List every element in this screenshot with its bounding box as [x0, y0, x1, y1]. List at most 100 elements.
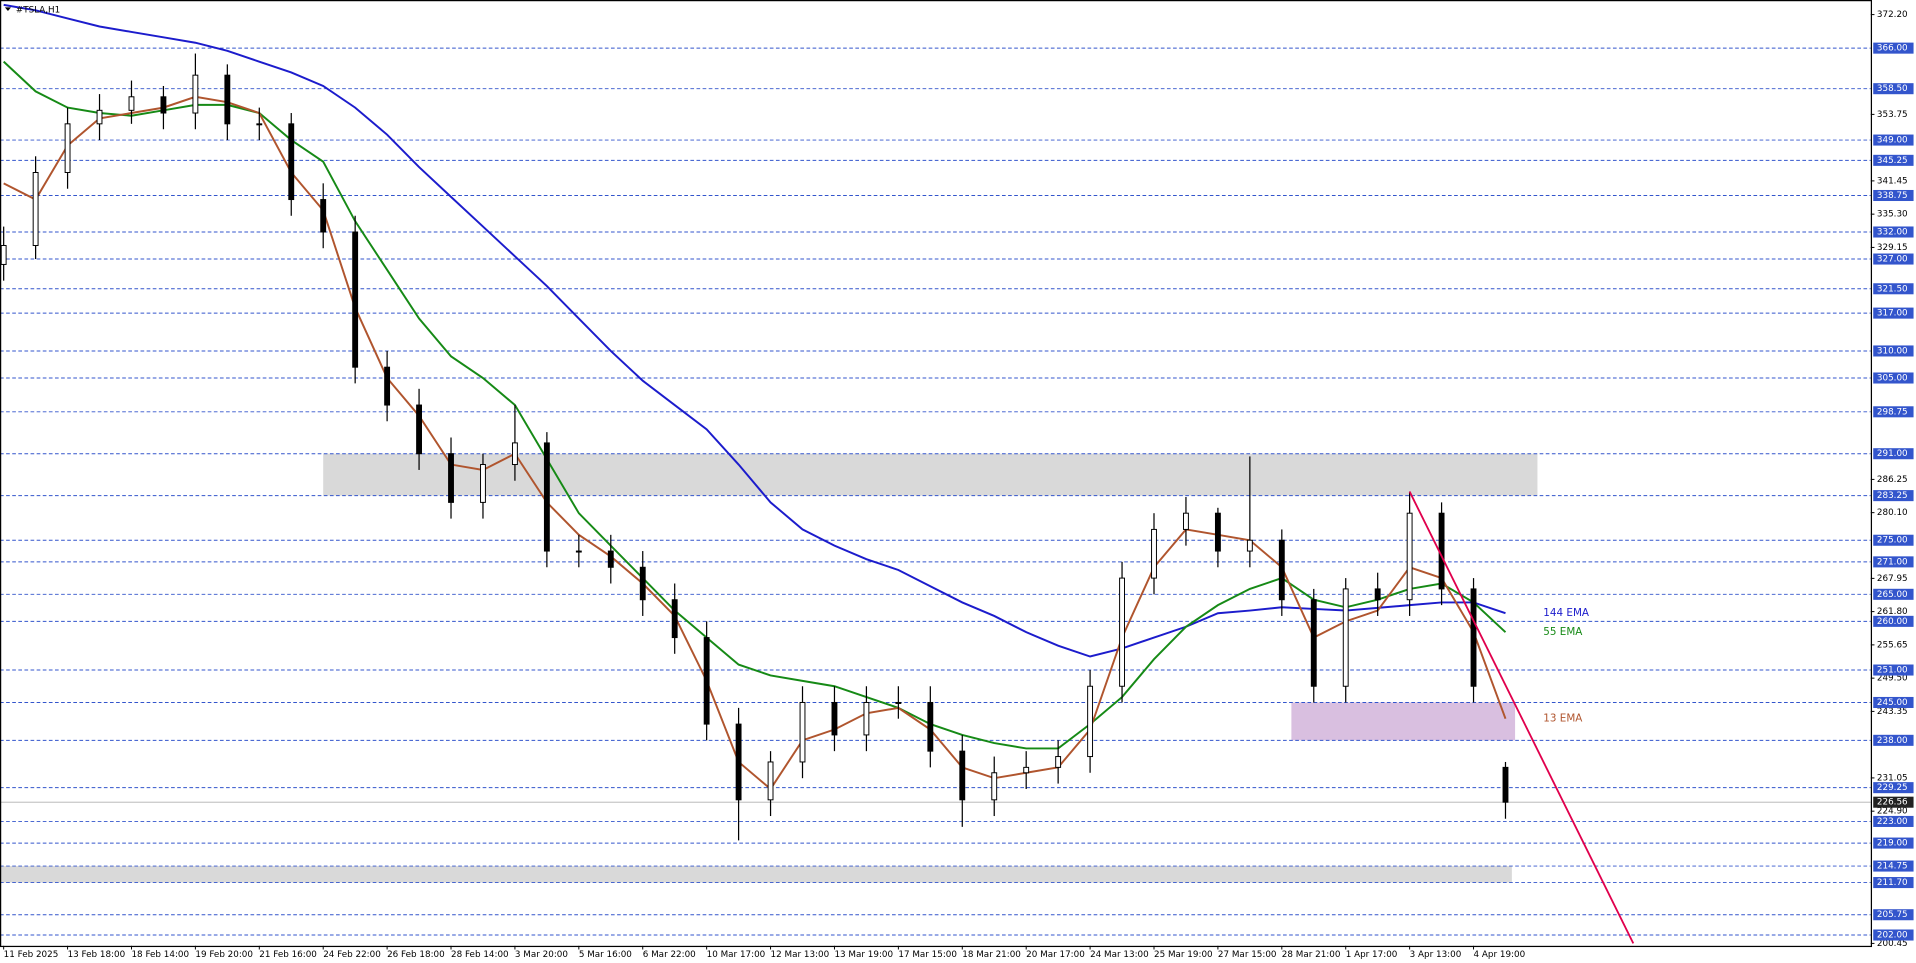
- level-label-box: [1873, 42, 1914, 54]
- candle-body: [416, 404, 422, 455]
- level-label: 271.00: [1877, 557, 1908, 567]
- level-label-box: [1873, 307, 1914, 319]
- y-tick-label: 280.10: [1877, 508, 1908, 518]
- candle-body: [480, 464, 486, 503]
- level-label-box: [1873, 189, 1914, 202]
- last-price-box: [1873, 796, 1914, 808]
- level-label: 223.00: [1877, 817, 1908, 827]
- candle-body: [703, 637, 710, 725]
- candle-body: [1502, 766, 1509, 803]
- level-label-box: [1873, 782, 1914, 794]
- level-label-box: [1873, 534, 1914, 546]
- x-tick-label: 13 Feb 18:00: [68, 950, 126, 960]
- candle-body: [1023, 766, 1030, 774]
- x-tick-label: 24 Mar 13:00: [1090, 950, 1149, 960]
- y-tick-label: 261.80: [1877, 607, 1908, 617]
- level-label: 275.00: [1877, 536, 1908, 546]
- y-tick-label: 286.25: [1877, 475, 1908, 485]
- level-label-box: [1873, 448, 1914, 460]
- y-tick-label: 329.15: [1877, 243, 1908, 253]
- level-label-box: [1873, 815, 1914, 827]
- y-tick-label: 200.45: [1877, 939, 1908, 949]
- ema-line: [3, 95, 1507, 791]
- level-label-box: [1873, 837, 1914, 849]
- candle-body: [1119, 577, 1125, 687]
- candle-body: [799, 701, 806, 763]
- candle-body: [735, 723, 742, 801]
- y-tick-label: 224.90: [1877, 807, 1908, 817]
- x-tick-label: 26 Feb 18:00: [387, 950, 445, 960]
- y-tick-label: 231.05: [1877, 773, 1908, 783]
- y-tick-label: 341.45: [1877, 176, 1908, 186]
- ema-label: 144 EMA: [1543, 607, 1590, 619]
- candle-body: [1342, 588, 1349, 687]
- menu-triangle[interactable]: [4, 7, 11, 12]
- candle-body: [160, 96, 167, 114]
- ema-line: [3, 3, 1506, 658]
- level-label: 321.50: [1877, 284, 1908, 294]
- candle-body: [448, 453, 454, 503]
- level-label-box: [1873, 253, 1914, 265]
- candle-body: [352, 231, 359, 368]
- ema-label: 55 EMA: [1543, 626, 1583, 638]
- level-label-box: [1873, 734, 1914, 746]
- level-label-box: [1873, 909, 1914, 921]
- y-tick-label: 255.65: [1877, 640, 1908, 650]
- level-label: 229.25: [1877, 783, 1908, 793]
- x-tick-label: 5 Mar 16:00: [579, 950, 632, 960]
- level-label-box: [1873, 283, 1914, 295]
- candle-body: [511, 442, 518, 466]
- x-tick-label: 18 Feb 14:00: [131, 950, 189, 960]
- level-label-box: [1873, 226, 1914, 238]
- level-label: 219.00: [1877, 839, 1908, 849]
- x-tick-label: 18 Mar 21:00: [962, 950, 1021, 960]
- x-tick-label: 25 Mar 19:00: [1154, 950, 1213, 960]
- level-label: 214.75: [1877, 862, 1908, 872]
- level-label-box: [1873, 83, 1914, 95]
- x-tick-label: 24 Feb 22:00: [323, 950, 381, 960]
- level-label-box: [1873, 615, 1914, 627]
- candle-body: [959, 750, 966, 801]
- candle-body: [1183, 512, 1189, 530]
- candle-body: [320, 199, 327, 233]
- level-label: 366.00: [1877, 44, 1908, 54]
- level-label: 327.00: [1877, 255, 1908, 265]
- level-label-box: [1873, 154, 1914, 166]
- candle-body: [991, 772, 998, 801]
- level-label: 305.00: [1877, 373, 1908, 383]
- level-label: 260.00: [1877, 617, 1908, 627]
- candle-body: [96, 109, 103, 125]
- level-label: 349.00: [1877, 136, 1908, 146]
- level-label: 205.75: [1877, 910, 1908, 920]
- candle-body: [1151, 528, 1157, 579]
- candle-body: [671, 599, 678, 639]
- level-label-box: [1873, 860, 1914, 872]
- level-label-box: [1873, 556, 1914, 568]
- y-tick-label: 353.75: [1877, 110, 1908, 120]
- candle-body: [1214, 512, 1221, 552]
- candle-body: [192, 74, 199, 114]
- x-tick-label: 1 Apr 17:00: [1346, 950, 1398, 960]
- level-label: 358.50: [1877, 84, 1908, 94]
- plot-area: [0, 3, 1871, 936]
- candle-body: [224, 74, 231, 125]
- candle-body: [863, 701, 870, 736]
- level-label-box: [1873, 490, 1914, 502]
- level-label: 317.00: [1877, 309, 1908, 319]
- candle-body: [1055, 756, 1062, 768]
- x-tick-label: 21 Feb 16:00: [259, 950, 317, 960]
- price-zone: [323, 453, 1538, 496]
- x-tick-label: 11 Feb 2025: [4, 950, 59, 960]
- y-tick-label: 335.30: [1877, 210, 1908, 220]
- x-tick-label: 17 Mar 15:00: [898, 950, 957, 960]
- level-label: 283.25: [1877, 491, 1908, 501]
- candle-body: [1087, 685, 1094, 758]
- level-label: 245.00: [1877, 698, 1908, 708]
- x-tick-label: 28 Mar 21:00: [1282, 950, 1341, 960]
- y-tick-label: 267.95: [1877, 574, 1908, 584]
- level-label-box: [1873, 664, 1914, 676]
- level-label: 345.25: [1877, 156, 1908, 166]
- candle-body: [0, 245, 7, 265]
